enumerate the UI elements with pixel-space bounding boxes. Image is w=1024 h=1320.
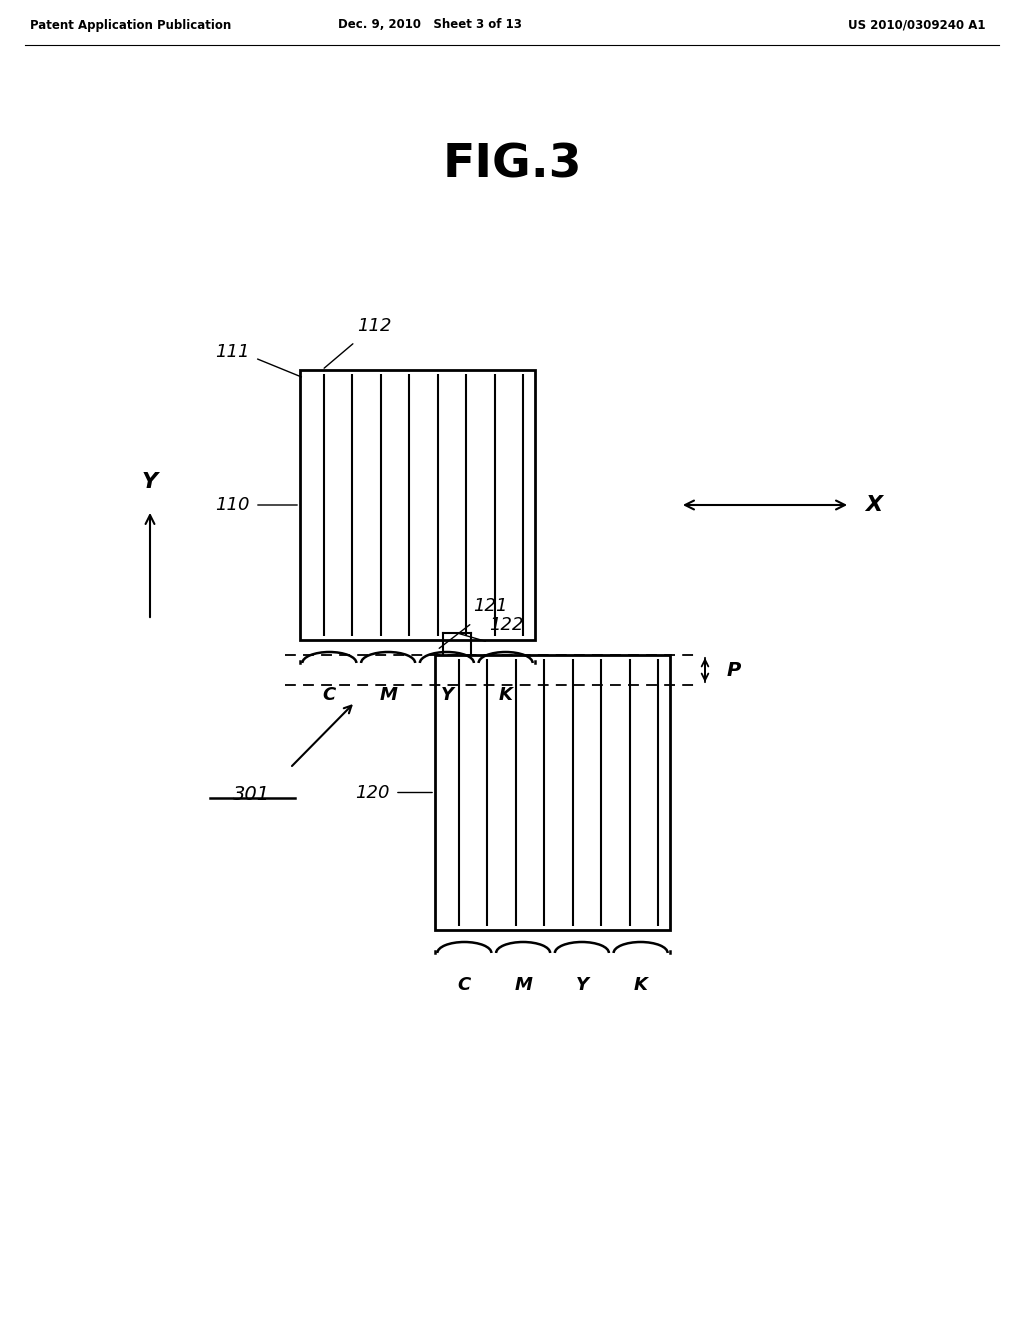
Text: K: K — [634, 975, 647, 994]
Bar — [435, 655, 670, 931]
Text: M: M — [379, 686, 397, 704]
Text: FIG.3: FIG.3 — [442, 143, 582, 187]
Text: 111: 111 — [215, 343, 250, 360]
Text: Y: Y — [575, 975, 589, 994]
Text: 121: 121 — [473, 597, 508, 615]
Text: C: C — [323, 686, 336, 704]
Text: 120: 120 — [355, 784, 389, 801]
Text: 110: 110 — [215, 496, 250, 513]
Text: Y: Y — [142, 473, 158, 492]
Text: Dec. 9, 2010   Sheet 3 of 13: Dec. 9, 2010 Sheet 3 of 13 — [338, 18, 522, 32]
Text: C: C — [458, 975, 471, 994]
Text: K: K — [499, 686, 513, 704]
Text: 122: 122 — [489, 616, 523, 634]
Text: X: X — [865, 495, 882, 515]
Text: 112: 112 — [357, 317, 391, 335]
Text: M: M — [514, 975, 532, 994]
Text: Patent Application Publication: Patent Application Publication — [30, 18, 231, 32]
Text: P: P — [727, 660, 741, 680]
Bar — [300, 370, 535, 640]
Text: US 2010/0309240 A1: US 2010/0309240 A1 — [848, 18, 985, 32]
Text: 301: 301 — [233, 785, 270, 804]
Text: Y: Y — [440, 686, 454, 704]
